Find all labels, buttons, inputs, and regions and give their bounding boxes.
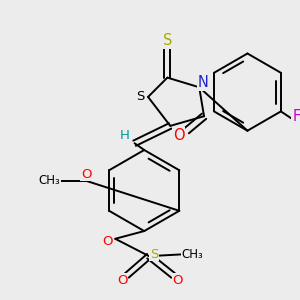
Text: S: S xyxy=(163,34,172,49)
Text: F: F xyxy=(292,109,300,124)
Text: O: O xyxy=(102,235,113,248)
Text: CH₃: CH₃ xyxy=(39,174,61,188)
Text: N: N xyxy=(198,75,208,90)
Text: O: O xyxy=(81,168,92,181)
Text: O: O xyxy=(173,274,183,287)
Text: O: O xyxy=(117,274,127,287)
Text: O: O xyxy=(173,128,185,143)
Text: S: S xyxy=(136,90,145,104)
Text: S: S xyxy=(150,248,158,261)
Text: CH₃: CH₃ xyxy=(182,248,203,261)
Text: H: H xyxy=(120,129,130,142)
